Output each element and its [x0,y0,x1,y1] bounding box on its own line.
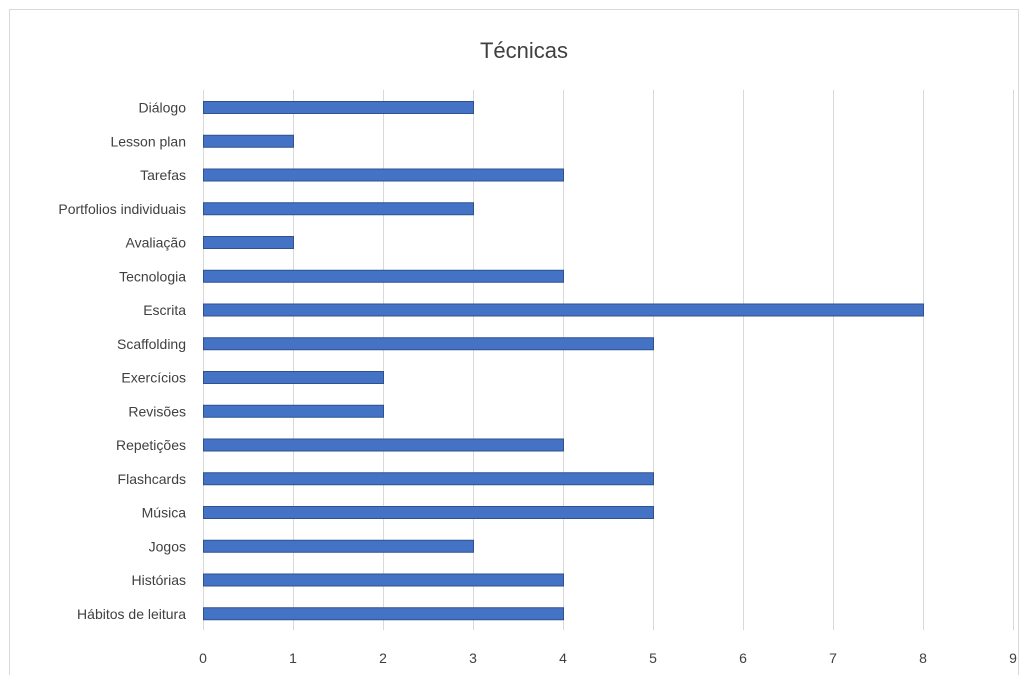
bar [203,168,564,182]
category-label: Portfolios individuais [58,201,186,217]
category-label: Jogos [149,538,186,554]
bar [203,472,654,486]
bar [203,438,564,452]
category-label: Flashcards [118,471,186,487]
bar [203,303,924,317]
category-axis: Diálogo Lesson plan Tarefas Portfolios indi… [58,100,186,622]
x-tick-label: 3 [469,650,477,666]
bar [203,269,564,283]
category-label: Tecnologia [119,268,186,284]
category-label: Música [142,505,187,521]
category-label: Escrita [143,302,186,318]
bar [203,506,654,519]
bar [203,539,474,553]
bar [203,371,384,384]
bar [203,101,474,114]
chart-title: Técnicas [480,38,568,63]
x-tick-label: 4 [559,650,567,666]
category-label: Lesson plan [110,133,186,149]
category-label: Revisões [128,403,186,419]
x-tick-label: 5 [649,650,657,666]
bar [203,337,654,351]
bar [203,134,294,148]
bar [203,607,564,621]
category-label: Tarefas [140,167,186,183]
bar [203,404,384,418]
bar [203,236,294,249]
x-tick-label: 2 [379,650,387,666]
category-label: Histórias [132,572,186,588]
x-tick-label: 1 [289,650,297,666]
x-tick-label: 0 [199,650,207,666]
bar [203,573,564,587]
category-label: Hábitos de leitura [77,606,186,622]
x-tick-label: 8 [919,650,927,666]
category-label: Repetições [116,437,186,453]
category-label: Scaffolding [117,336,186,352]
x-tick-label: 9 [1009,650,1017,666]
bars [203,101,924,621]
category-label: Exercícios [121,370,186,386]
category-label: Avaliação [126,235,187,251]
category-label: Diálogo [139,100,187,116]
x-tick-label: 7 [829,650,837,666]
x-tick-label: 6 [739,650,747,666]
value-axis: 0 1 2 3 4 5 6 7 8 9 [199,650,1017,666]
bar [203,202,474,216]
